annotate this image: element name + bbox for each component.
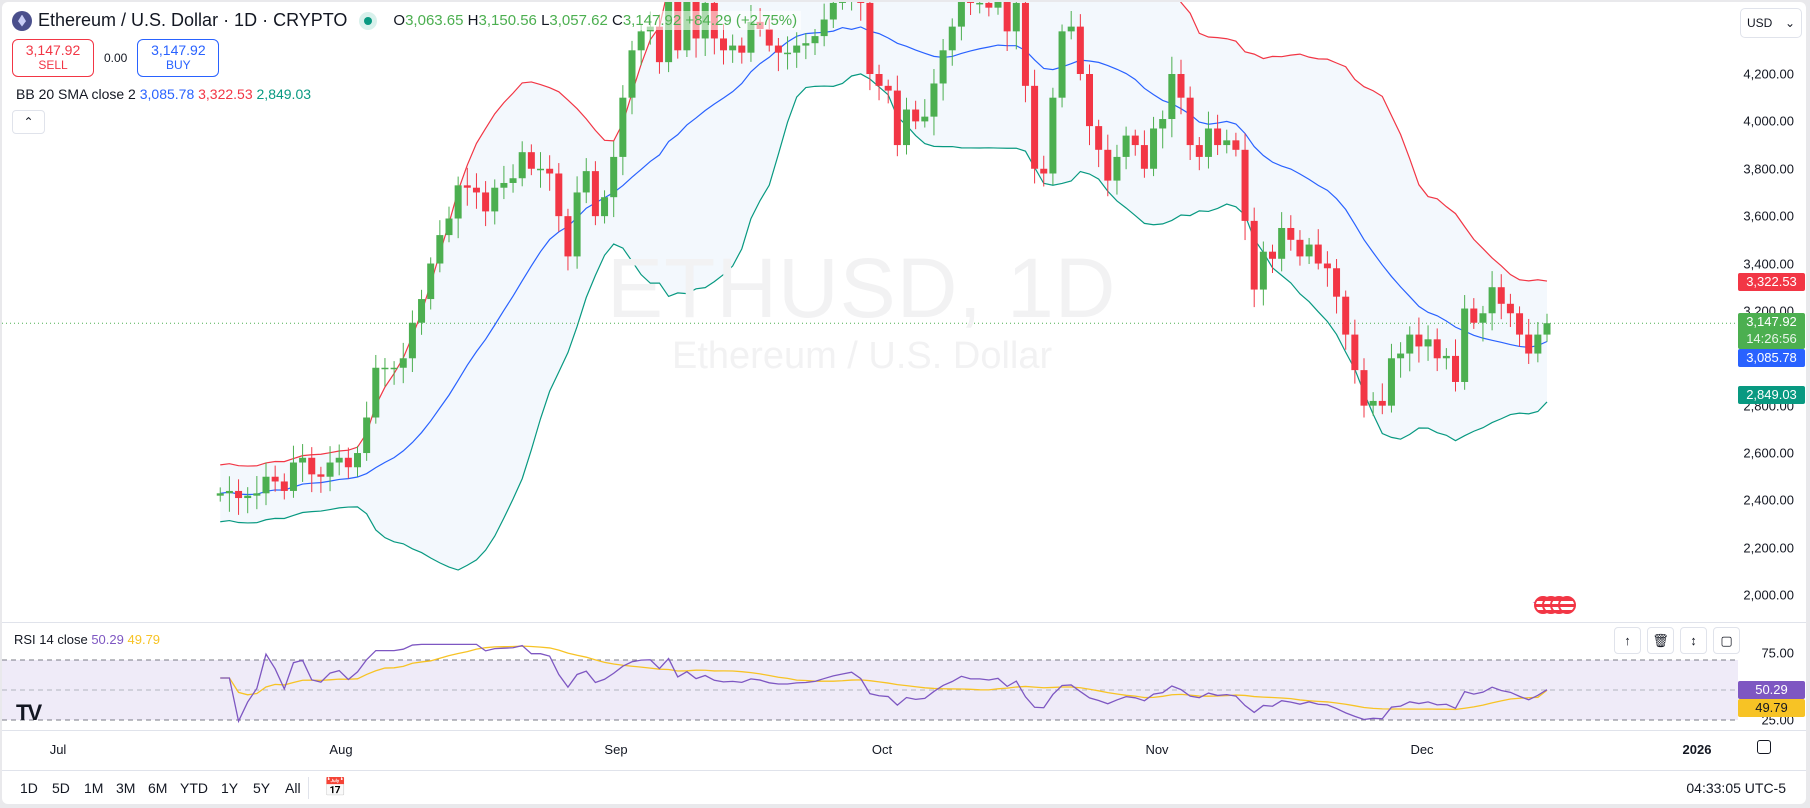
- time-axis-label: Oct: [871, 742, 893, 757]
- time-axis-label: Sep: [604, 742, 628, 757]
- chevron-down-icon: ⌄: [1784, 16, 1795, 30]
- collapse-pane-button[interactable]: ↕: [1680, 627, 1707, 654]
- symbol-legend: Ethereum / U.S. Dollar · 1D · CRYPTO O3,…: [12, 10, 802, 31]
- currency-value: USD: [1747, 16, 1773, 30]
- go-to-date-calendar-icon[interactable]: 📅: [324, 777, 347, 797]
- currency-select[interactable]: USD ⌄: [1740, 8, 1802, 38]
- bb-label: BB 20 SMA close 2: [16, 86, 136, 102]
- time-axis-label: Jul: [49, 742, 67, 757]
- range-button-6m[interactable]: 6M: [148, 780, 168, 796]
- change-value: +84.29 (+2.75%): [685, 12, 798, 29]
- toolbar-divider: [308, 777, 309, 799]
- range-button-5y[interactable]: 5Y: [253, 780, 271, 796]
- rsi-value-tag: 50.29: [1738, 681, 1805, 699]
- range-button-1d[interactable]: 1D: [20, 780, 38, 796]
- open-value: 3,063.65: [405, 12, 464, 29]
- low-label: L: [541, 12, 550, 29]
- bb-lower-price-tag: 2,849.03: [1738, 386, 1805, 404]
- chevron-up-icon: ⌃: [23, 115, 34, 129]
- pane-toolbar: ↑ 🗑 ↕ ▢: [1614, 627, 1740, 654]
- collapse-icon: ↕: [1690, 633, 1697, 648]
- ethereum-icon: [12, 10, 32, 31]
- collapse-legend-button[interactable]: ⌃: [12, 110, 45, 134]
- us-flag-icon: [1558, 596, 1577, 614]
- bb-legend[interactable]: BB 20 SMA close 2 3,085.78 3,322.53 2,84…: [14, 85, 314, 103]
- ohlc-values: O3,063.65 H3,150.56 L3,057.62 C3,147.92 …: [389, 11, 802, 30]
- rsi-label: RSI 14 close: [14, 632, 88, 647]
- bb-basis-value: 3,085.78: [139, 86, 195, 102]
- range-button-ytd[interactable]: YTD: [180, 780, 208, 796]
- maximize-pane-button[interactable]: ▢: [1713, 627, 1740, 654]
- high-value: 3,150.56: [478, 12, 537, 29]
- symbol-title[interactable]: Ethereum / U.S. Dollar · 1D · CRYPTO: [38, 10, 348, 30]
- delete-pane-button[interactable]: 🗑: [1647, 627, 1674, 654]
- price-axis-label: 4,200.00: [1743, 66, 1794, 82]
- open-label: O: [393, 12, 406, 29]
- sell-button[interactable]: 3,147.92 SELL: [12, 39, 94, 77]
- market-status-icon[interactable]: [359, 11, 378, 30]
- buy-label: BUY: [166, 58, 191, 72]
- bar-countdown: 14:26:56: [1746, 331, 1797, 346]
- range-button-1y[interactable]: 1Y: [221, 780, 239, 796]
- price-axis-label: 3,600.00: [1743, 208, 1794, 224]
- time-axis-label: Nov: [1145, 742, 1169, 757]
- sell-price: 3,147.92: [25, 42, 81, 58]
- high-label: H: [467, 12, 479, 29]
- spread-value: 0.00: [104, 51, 128, 65]
- trade-panel: 3,147.92 SELL 0.00 3,147.92 BUY: [12, 39, 220, 77]
- range-button-all[interactable]: All: [285, 780, 301, 796]
- rsi-ma-value: 49.79: [127, 632, 161, 647]
- bb-upper-value: 3,322.53: [198, 86, 253, 102]
- rsi-axis-label: 75.00: [1761, 645, 1794, 661]
- maximize-icon: ▢: [1720, 632, 1733, 648]
- bb-lower-value: 2,849.03: [256, 86, 312, 102]
- tradingview-logo[interactable]: TV: [16, 700, 42, 725]
- sell-label: SELL: [38, 58, 68, 72]
- close-label: C: [611, 12, 623, 29]
- price-axis-label: 2,000.00: [1743, 587, 1794, 603]
- range-button-3m[interactable]: 3M: [116, 780, 136, 796]
- price-axis-label: 4,000.00: [1743, 113, 1794, 129]
- price-axis-label: 2,200.00: [1743, 540, 1794, 556]
- economic-events-icon[interactable]: ✦: [1532, 596, 1577, 614]
- rsi-pane[interactable]: [2, 623, 1738, 728]
- price-axis-label: 2,400.00: [1743, 492, 1794, 508]
- watermark-description: Ethereum / U.S. Dollar: [672, 335, 1053, 377]
- time-axis-label: Dec: [1410, 742, 1434, 757]
- price-axis-label: 3,800.00: [1743, 161, 1794, 177]
- bottom-toolbar: 1D 5D 1M 3M 6M YTD 1Y 5Y All 📅 04:33:05 UTC-5: [2, 770, 1806, 804]
- range-button-5d[interactable]: 5D: [52, 780, 70, 796]
- settings-icon[interactable]: [1757, 740, 1771, 754]
- timezone-clock[interactable]: 04:33:05 UTC-5: [1686, 780, 1786, 796]
- close-value: 3,147.92: [622, 12, 682, 29]
- trash-icon: 🗑: [1652, 632, 1669, 648]
- rsi-legend[interactable]: RSI 14 close 50.29 49.79: [14, 632, 160, 647]
- price-axis-label: 3,400.00: [1743, 256, 1794, 272]
- price-axis-label: 2,600.00: [1743, 445, 1794, 461]
- bb-basis-price-tag: 3,085.78: [1738, 349, 1805, 367]
- buy-price: 3,147.92: [151, 42, 206, 58]
- time-axis-divider: [2, 730, 1806, 731]
- low-value: 3,057.62: [549, 12, 608, 29]
- price-pane[interactable]: [2, 2, 1738, 622]
- last-price: 3,147.92: [1746, 314, 1797, 329]
- last-price-tag: 3,147.92 14:26:56: [1738, 313, 1805, 349]
- buy-button[interactable]: 3,147.92 BUY: [137, 39, 220, 77]
- move-pane-up-button[interactable]: ↑: [1614, 627, 1641, 654]
- pane-divider[interactable]: [2, 622, 1806, 623]
- range-button-1m[interactable]: 1M: [84, 780, 104, 796]
- arrow-up-icon: ↑: [1624, 633, 1631, 648]
- rsi-value: 50.29: [91, 632, 124, 647]
- watermark-symbol: ETHUSD, 1D: [607, 241, 1117, 335]
- time-axis-label: 2026: [1682, 742, 1712, 757]
- bb-upper-price-tag: 3,322.53: [1738, 273, 1805, 291]
- time-axis-label: Aug: [329, 742, 353, 757]
- rsi-ma-value-tag: 49.79: [1738, 699, 1805, 717]
